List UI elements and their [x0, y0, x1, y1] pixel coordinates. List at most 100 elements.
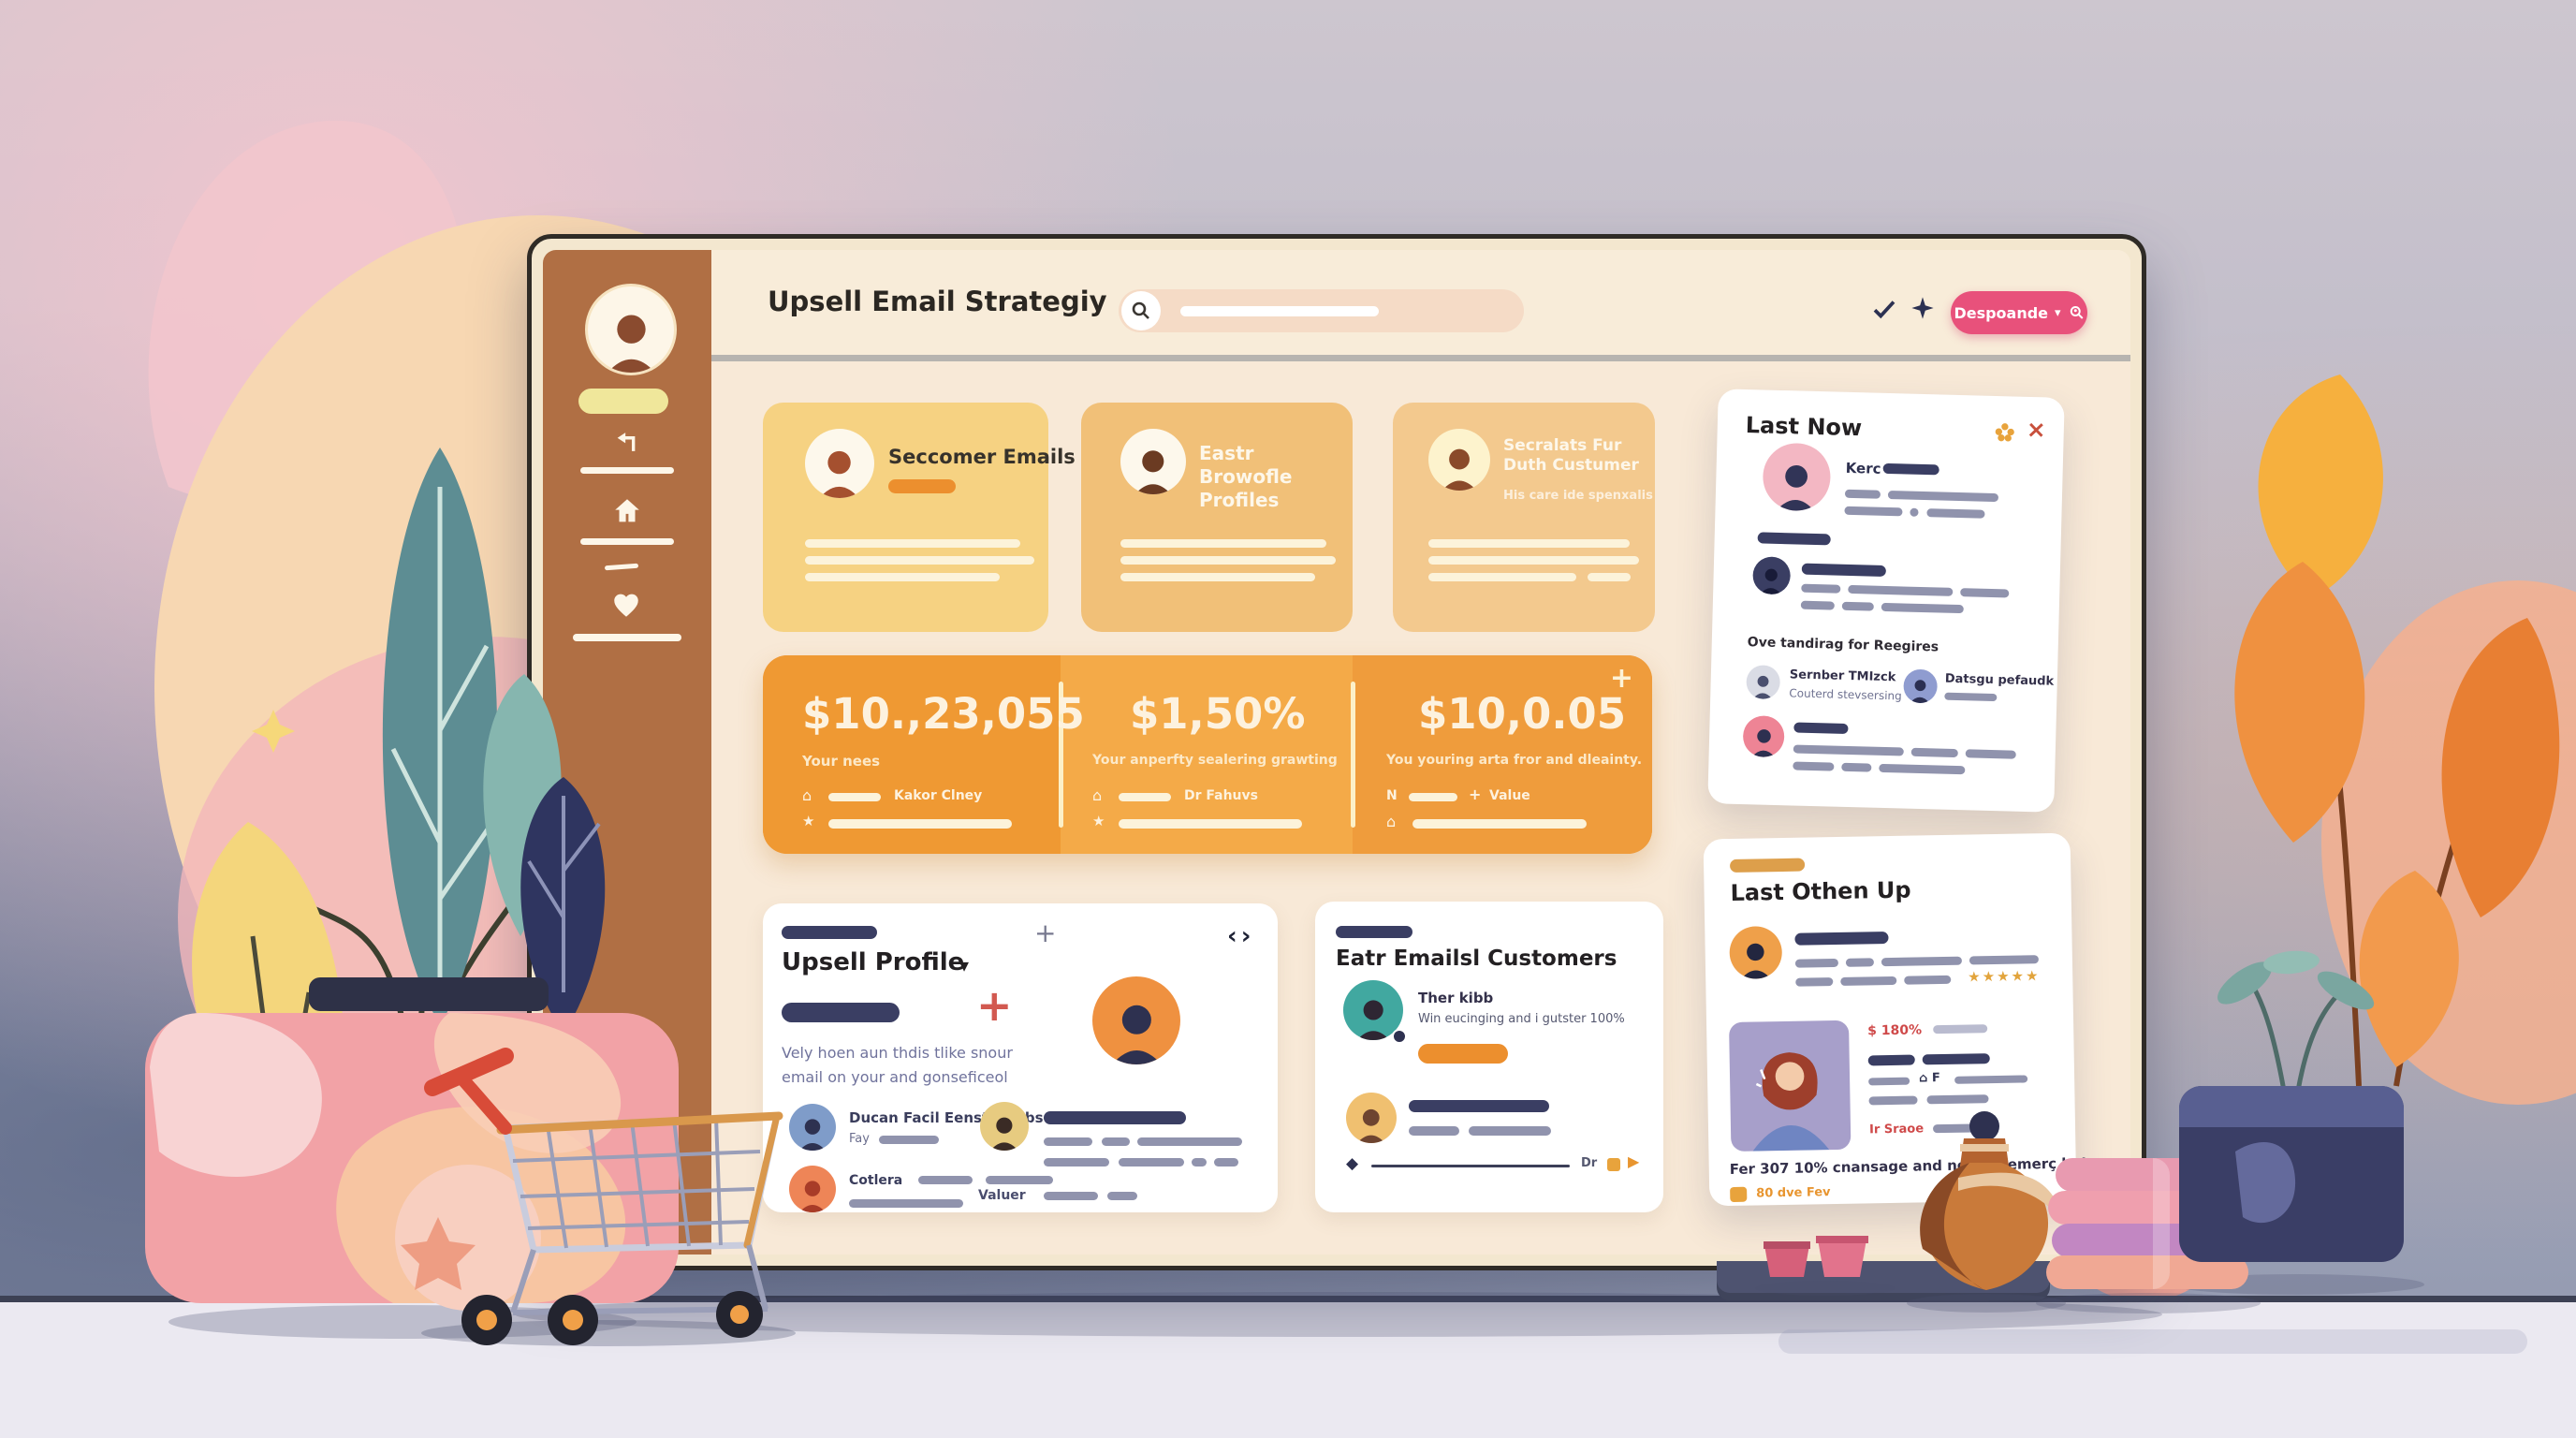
stat-label: Your anperfty sealering grawting — [1092, 753, 1338, 768]
page-title: Upsell Email Strategiy — [768, 286, 1107, 317]
skeleton-bar — [1910, 507, 1919, 517]
prev-next-arrows-icon[interactable]: ‹› — [1227, 922, 1255, 950]
customer-name: Ther kibb — [1418, 990, 1494, 1006]
check-icon[interactable] — [1870, 295, 1898, 326]
sparkle-plus-icon[interactable] — [1910, 295, 1936, 324]
search-icon-circle[interactable] — [1121, 291, 1161, 330]
skeleton-bar — [1409, 793, 1457, 801]
red-plus-icon[interactable]: + — [976, 980, 1013, 1031]
avatar — [1346, 1093, 1397, 1143]
skeleton-bar — [828, 819, 1012, 829]
accent-pill — [1418, 1044, 1508, 1064]
card-title: Eastr Browofle Profiles — [1199, 442, 1293, 511]
footer-label: Dr — [1581, 1156, 1598, 1170]
back-arrow-icon[interactable] — [612, 426, 644, 461]
person-meta: Couterd stevsersing — [1789, 686, 1902, 703]
heart-icon[interactable] — [610, 589, 642, 624]
sidebar-divider — [580, 467, 674, 474]
card-title: Seccomer Emails — [888, 446, 1076, 468]
chevron-down-icon[interactable]: ▾ — [959, 954, 970, 976]
upsell-profile-card: Upsell Profile ▾ + ‹› Vely hoen aun thdi… — [763, 903, 1278, 1212]
stat-row-label: Dr Fahuvs — [1184, 788, 1258, 803]
user-avatar[interactable] — [585, 284, 677, 375]
stop-icon[interactable] — [1607, 1158, 1620, 1171]
lead-name: Kerc — [1845, 459, 1881, 477]
sidebar-active-item[interactable] — [578, 389, 668, 414]
skeleton-bar — [1120, 573, 1315, 581]
search-bar[interactable] — [1119, 289, 1524, 332]
skeleton-bar — [918, 1176, 973, 1184]
skeleton-bar — [1910, 747, 1958, 758]
summary-card-seccomer[interactable]: Seccomer Emails — [763, 403, 1076, 632]
upsell-profile-title: Upsell Profile — [782, 948, 965, 976]
skeleton-bar — [849, 1199, 963, 1208]
contact-name: Cotlera — [849, 1173, 903, 1188]
customer-meta: Win eucinging and i gutster 100% — [1418, 1012, 1625, 1026]
home-icon[interactable] — [611, 495, 643, 530]
person-search-icon — [2070, 306, 2084, 319]
sidebar-divider — [580, 538, 674, 545]
upsell-paragraph-line2: email on your and gonseficeol — [782, 1068, 1008, 1086]
value-label: Valuer — [978, 1188, 1026, 1203]
stat-label: You youring arta fror and dleainty. — [1386, 753, 1643, 768]
skeleton-bar — [1336, 926, 1412, 938]
laptop-frame: Upsell Email Strategiy Despoande ▾ — [527, 234, 2146, 1300]
last-othen-title: Last Othen Up — [1730, 876, 1911, 906]
skeleton-bar — [1845, 958, 1875, 967]
skeleton-bar — [1107, 1192, 1137, 1200]
diamond-icon[interactable]: ◆ — [1346, 1154, 1359, 1173]
plus-icon[interactable]: + — [1609, 662, 1633, 695]
skeleton-bar — [782, 1003, 900, 1022]
laptop-hinge — [1717, 1261, 2050, 1300]
skeleton-bar — [1757, 532, 1831, 546]
contact-meta: Fay — [849, 1132, 870, 1146]
skeleton-bar — [1841, 601, 1874, 611]
skeleton-bar — [1795, 977, 1834, 987]
note-text: Fer 307 10% cnansage and new culemerç by… — [1729, 1154, 2087, 1179]
home-icon: ⌂ — [1386, 813, 1397, 830]
dash-icon[interactable] — [604, 563, 639, 571]
skeleton-bar — [1969, 955, 2039, 965]
skeleton-bar — [1879, 763, 1966, 775]
skeleton-bar — [1840, 976, 1897, 986]
skeleton-bar — [1428, 539, 1630, 548]
stats-banner: + $10.,23,055 Your nees ⌂ Kakor Clney ★ … — [763, 655, 1652, 854]
stat-value: $10,0.05 — [1418, 689, 1627, 739]
search-input[interactable] — [1180, 306, 1379, 316]
lead-avatar — [1762, 442, 1832, 512]
skeleton-bar — [1044, 1137, 1092, 1146]
skeleton-bar — [1926, 1094, 1989, 1105]
flower-icon[interactable] — [1994, 422, 2015, 447]
skeleton-bar — [1867, 1054, 1915, 1066]
skeleton-bar — [1793, 761, 1835, 771]
skeleton-bar — [1801, 583, 1841, 594]
accent-pill — [888, 479, 956, 493]
customer-photo — [1729, 1020, 1852, 1152]
skeleton-bar — [1882, 462, 1939, 476]
eatr-customers-card: Eatr Emailsl Customers Ther kibb Win euc… — [1315, 902, 1663, 1212]
skeleton-bar — [1922, 1053, 1990, 1065]
promo-label: Ir Sraoe — [1868, 1122, 1925, 1137]
despoande-button[interactable]: Despoande ▾ — [1951, 291, 2087, 334]
skeleton-bar — [1848, 584, 1954, 596]
summary-card-secralats[interactable]: Secralats Fur Duth Custumer His care ide… — [1393, 403, 1655, 632]
skeleton-bar — [1841, 762, 1872, 772]
close-icon[interactable]: × — [2026, 415, 2047, 444]
skeleton-bar — [1044, 1111, 1186, 1124]
summary-card-eastr[interactable]: Eastr Browofle Profiles — [1081, 403, 1353, 632]
play-icon[interactable]: ▶ — [1628, 1152, 1640, 1170]
star-icon: ★ — [802, 813, 815, 829]
upsell-paragraph-line1: Vely hoen aun thdis tlike snour — [782, 1044, 1013, 1062]
card-title: Secralats Fur Duth Custumer — [1503, 436, 1639, 476]
home-icon: ⌂ — [1092, 786, 1103, 804]
plus-icon[interactable]: + — [1034, 917, 1057, 948]
skeleton-bar — [1881, 602, 1964, 614]
star-rating[interactable]: ★★★★★ — [1968, 967, 2041, 986]
skeleton-bar — [986, 1176, 1053, 1184]
accent-pill — [1729, 858, 1806, 873]
progress-line[interactable] — [1371, 1165, 1570, 1167]
skeleton-bar — [1588, 573, 1631, 581]
flag-glyph: ⌂ F — [1918, 1071, 1940, 1086]
skeleton-bar — [1844, 506, 1903, 517]
skeleton-bar — [1044, 1192, 1098, 1200]
